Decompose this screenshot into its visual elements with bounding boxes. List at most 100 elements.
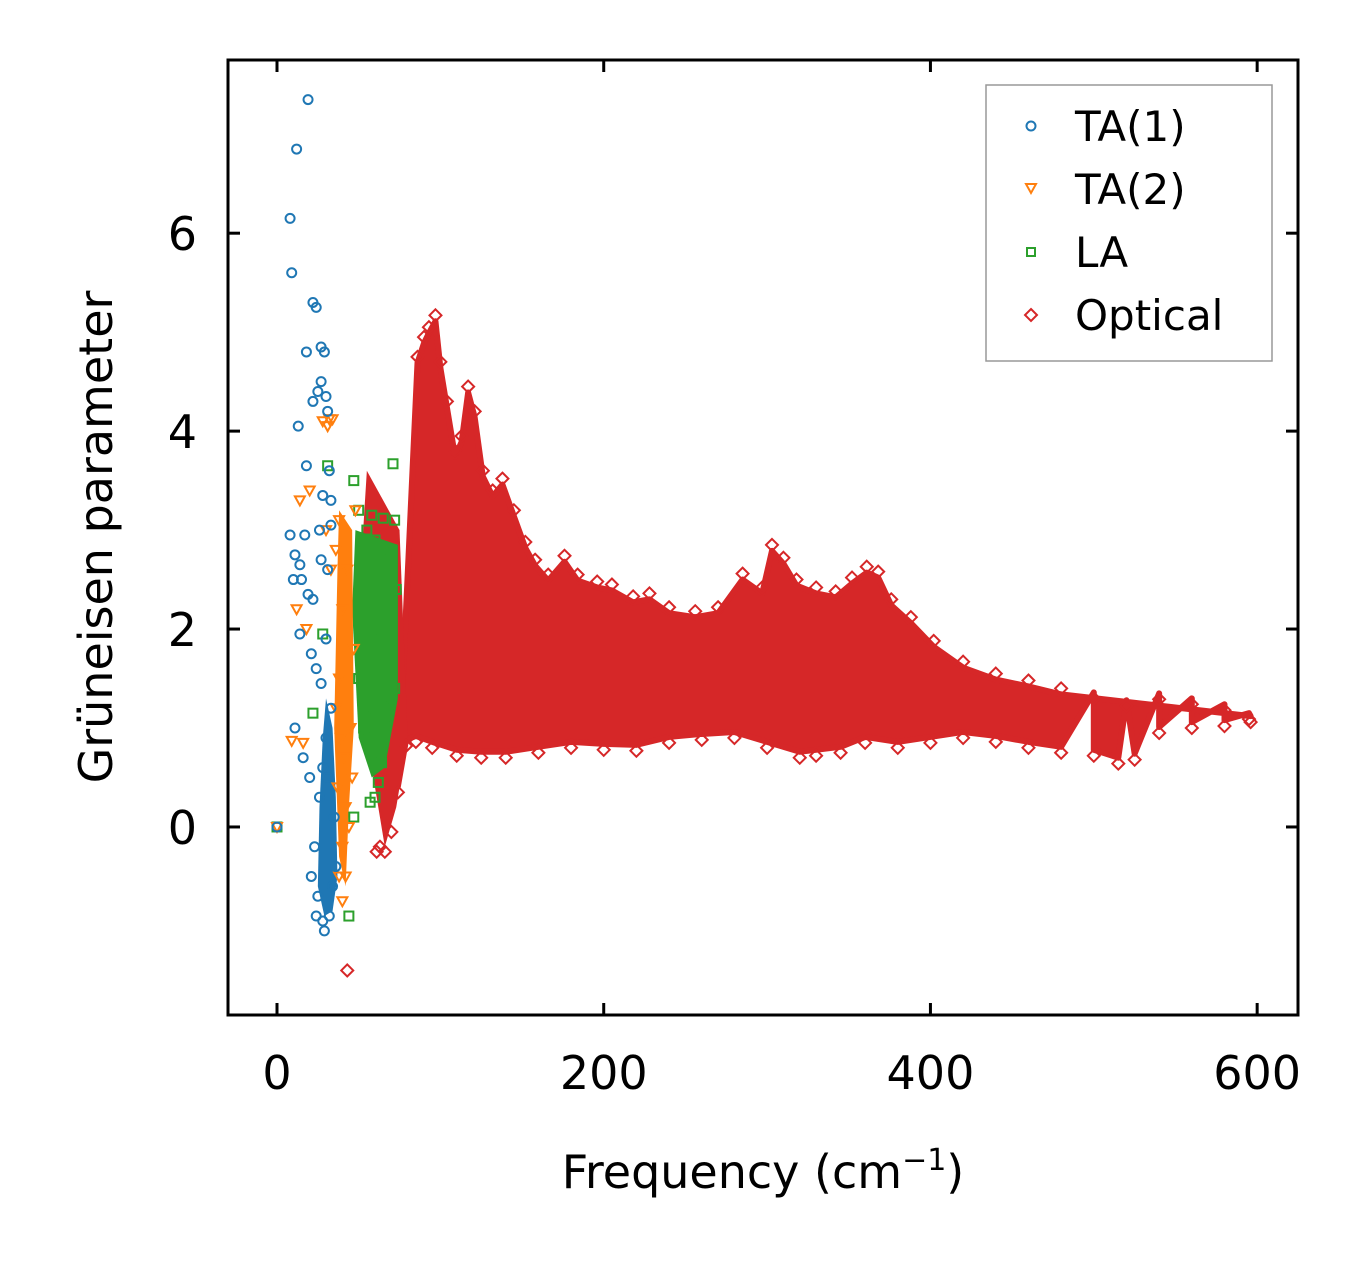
point-optical [1184,696,1200,712]
point-optical [694,732,710,748]
point-la [372,663,384,675]
x-axis-label-superscript: −1 [902,1143,946,1178]
point-ta1 [291,143,303,155]
legend: TA(1) TA(2) LA Optical [985,84,1273,362]
point-la [322,460,334,472]
point-ta2 [338,802,353,815]
point-optical [857,735,873,751]
point-ta1 [300,460,312,472]
point-optical [1119,698,1134,714]
point-optical [398,738,414,754]
point-ta1 [310,663,322,675]
point-optical [988,666,1004,681]
point-optical [764,537,780,553]
point-optical [495,471,510,487]
point-optical [710,599,726,615]
legend-label-optical: Optical [1075,291,1223,340]
point-ta2 [338,871,353,884]
point-optical [473,750,489,766]
point-ta1 [325,702,337,714]
point-optical [759,740,775,756]
point-la [358,722,370,734]
point-ta1 [322,405,334,417]
point-ta1 [322,771,334,783]
point-optical [1021,673,1036,688]
point-optical [383,824,399,840]
point-optical [789,572,804,587]
point-la [343,910,355,922]
point-la [361,524,373,536]
point-ta2 [332,673,346,686]
x-axis-label-close: ) [946,1145,964,1199]
point-ta2 [335,841,350,854]
point-ta2 [332,515,346,528]
point-optical [1110,756,1126,772]
point-ta1 [284,529,296,541]
point-ta2 [335,896,350,909]
point-optical [424,740,440,756]
point-ta2 [325,414,340,427]
point-ta1 [313,524,325,536]
point-optical [530,745,546,761]
point-optical [859,559,875,575]
point-la [377,692,389,704]
point-la [377,512,389,524]
point-la [307,707,319,719]
point-optical [1217,702,1232,718]
point-ta1 [284,212,296,224]
point-optical [416,329,432,345]
point-ta2 [296,737,310,750]
point-ta2 [293,495,307,508]
point-ta2 [330,782,345,795]
legend-label-ta1: TA(1) [1074,102,1186,151]
point-ta1 [307,593,319,605]
point-la [353,673,365,685]
legend-marker-triangle [1024,183,1038,196]
point-la [366,603,378,615]
point-optical [625,588,641,604]
point-la [387,458,399,470]
y-axis-label: Grüneisen parameter [69,290,123,783]
scatter-points [270,94,1259,978]
point-ta1 [330,861,342,873]
point-optical [421,319,437,335]
point-la [348,475,360,487]
point-ta2 [342,821,356,835]
point-optical [339,963,355,978]
point-ta1 [327,880,339,892]
ta1-cloud [317,698,338,917]
legend-label-la: LA [1075,228,1128,277]
point-optical [1127,752,1143,768]
point-ta1 [325,494,337,506]
point-ta1 [325,519,337,531]
y-tick-label: 0 [168,801,197,855]
point-la [359,702,371,714]
point-ta1 [328,811,340,823]
legend-marker-diamond [1023,307,1039,323]
point-optical [776,550,791,566]
point-ta2 [343,723,358,736]
point-optical [485,483,501,498]
point-optical [460,379,476,394]
point-la [369,791,381,803]
point-optical [883,591,899,607]
point-optical [410,349,425,365]
point-ta2 [335,604,350,617]
point-ta1 [315,554,327,566]
point-ta1 [302,94,314,106]
point-optical [557,548,572,564]
point-optical [449,748,465,764]
point-ta1 [312,386,324,398]
point-optical [527,552,543,568]
point-optical [1086,690,1102,706]
point-la [369,534,381,546]
point-optical [988,734,1004,750]
point-optical [833,745,849,761]
point-ta1 [304,771,316,783]
point-optical [628,743,644,759]
point-la [389,682,401,694]
point-ta2 [340,564,354,577]
point-optical [754,580,770,595]
point-optical [955,730,971,746]
